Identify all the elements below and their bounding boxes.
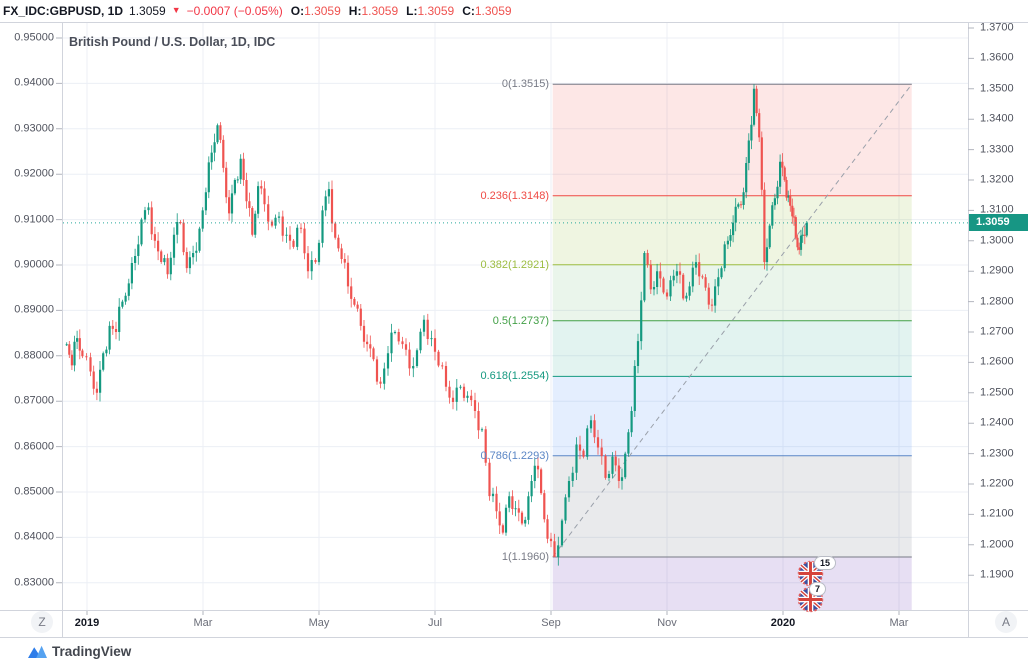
event-count-badge[interactable]: 7 xyxy=(809,582,827,596)
last-price-badge: 1.3059 xyxy=(969,214,1028,231)
tradingview-logo-text: TradingView xyxy=(52,644,132,659)
high-value: 1.3059 xyxy=(361,4,399,18)
zoom-out-button[interactable]: Z xyxy=(31,611,53,633)
fib-zone-0.382 xyxy=(552,264,912,321)
down-triangle-icon: ▼ xyxy=(171,5,181,15)
grid-lines xyxy=(63,22,968,610)
tradingview-logo-icon xyxy=(28,645,47,658)
ohlc-header: FX_IDC:GBPUSD, 1D 1.3059 ▼ −0.0007 (−0.0… xyxy=(3,1,512,21)
low-value: 1.3059 xyxy=(417,4,455,18)
fib-zone-1 xyxy=(552,557,912,610)
high-label: H: xyxy=(348,4,362,18)
axis-tick-marks xyxy=(56,27,974,615)
event-count-badge[interactable]: 15 xyxy=(814,556,837,570)
fib-zone-0.5 xyxy=(552,320,912,377)
fib-zone-0.618 xyxy=(552,376,912,456)
chart-legend-title[interactable]: British Pound / U.S. Dollar, 1D, IDC xyxy=(69,35,276,49)
open-value: 1.3059 xyxy=(304,4,341,18)
close-label: C: xyxy=(462,4,475,18)
price-change: −0.0007 (−0.05%) xyxy=(186,4,283,18)
close-value: 1.3059 xyxy=(474,4,512,18)
fib-zone-0 xyxy=(552,84,912,196)
tradingview-attribution[interactable]: TradingView xyxy=(28,644,131,659)
pane-borders xyxy=(0,22,1028,638)
last-price: 1.3059 xyxy=(129,4,166,18)
auto-scale-button[interactable]: A xyxy=(995,611,1017,633)
low-label: L: xyxy=(406,4,418,18)
open-label: O: xyxy=(290,4,305,18)
symbol-label[interactable]: FX_IDC:GBPUSD, 1D xyxy=(3,4,124,18)
